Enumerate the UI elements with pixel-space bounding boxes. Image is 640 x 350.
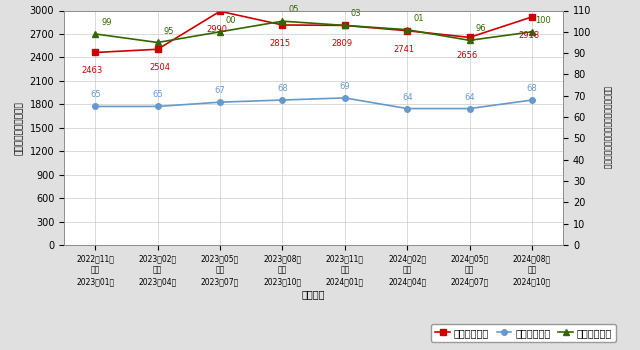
Text: 2918: 2918 <box>518 31 540 40</box>
Text: 05: 05 <box>288 5 299 14</box>
Text: 65: 65 <box>152 91 163 99</box>
Text: 64: 64 <box>464 93 475 101</box>
X-axis label: 成約年月: 成約年月 <box>302 289 325 299</box>
Text: 100: 100 <box>535 16 551 25</box>
Text: 96: 96 <box>476 25 486 33</box>
Text: 99: 99 <box>101 18 111 27</box>
Text: 68: 68 <box>527 84 538 93</box>
Text: 69: 69 <box>339 82 350 91</box>
Y-axis label: 平均土地面積（㎡）平均建物面積（㎡）: 平均土地面積（㎡）平均建物面積（㎡） <box>602 86 611 169</box>
Text: 65: 65 <box>90 91 100 99</box>
Text: 01: 01 <box>413 14 424 23</box>
Text: 95: 95 <box>163 27 174 36</box>
Text: 2741: 2741 <box>394 45 415 54</box>
Text: 2463: 2463 <box>82 66 103 75</box>
Text: 67: 67 <box>214 86 225 95</box>
Text: 2815: 2815 <box>269 39 290 48</box>
Text: 2504: 2504 <box>150 63 171 72</box>
Text: 2990: 2990 <box>207 25 228 34</box>
Text: 68: 68 <box>277 84 288 93</box>
Y-axis label: 平均成約価格（万円）: 平均成約価格（万円） <box>15 101 24 155</box>
Text: 2656: 2656 <box>456 51 477 60</box>
Text: 03: 03 <box>351 9 361 19</box>
Text: 00: 00 <box>226 16 236 25</box>
Text: 2809: 2809 <box>332 39 353 48</box>
Text: 64: 64 <box>402 93 413 101</box>
Legend: 平均成約価格, 平均土地面積, 平均建物面積: 平均成約価格, 平均土地面積, 平均建物面積 <box>431 324 616 342</box>
